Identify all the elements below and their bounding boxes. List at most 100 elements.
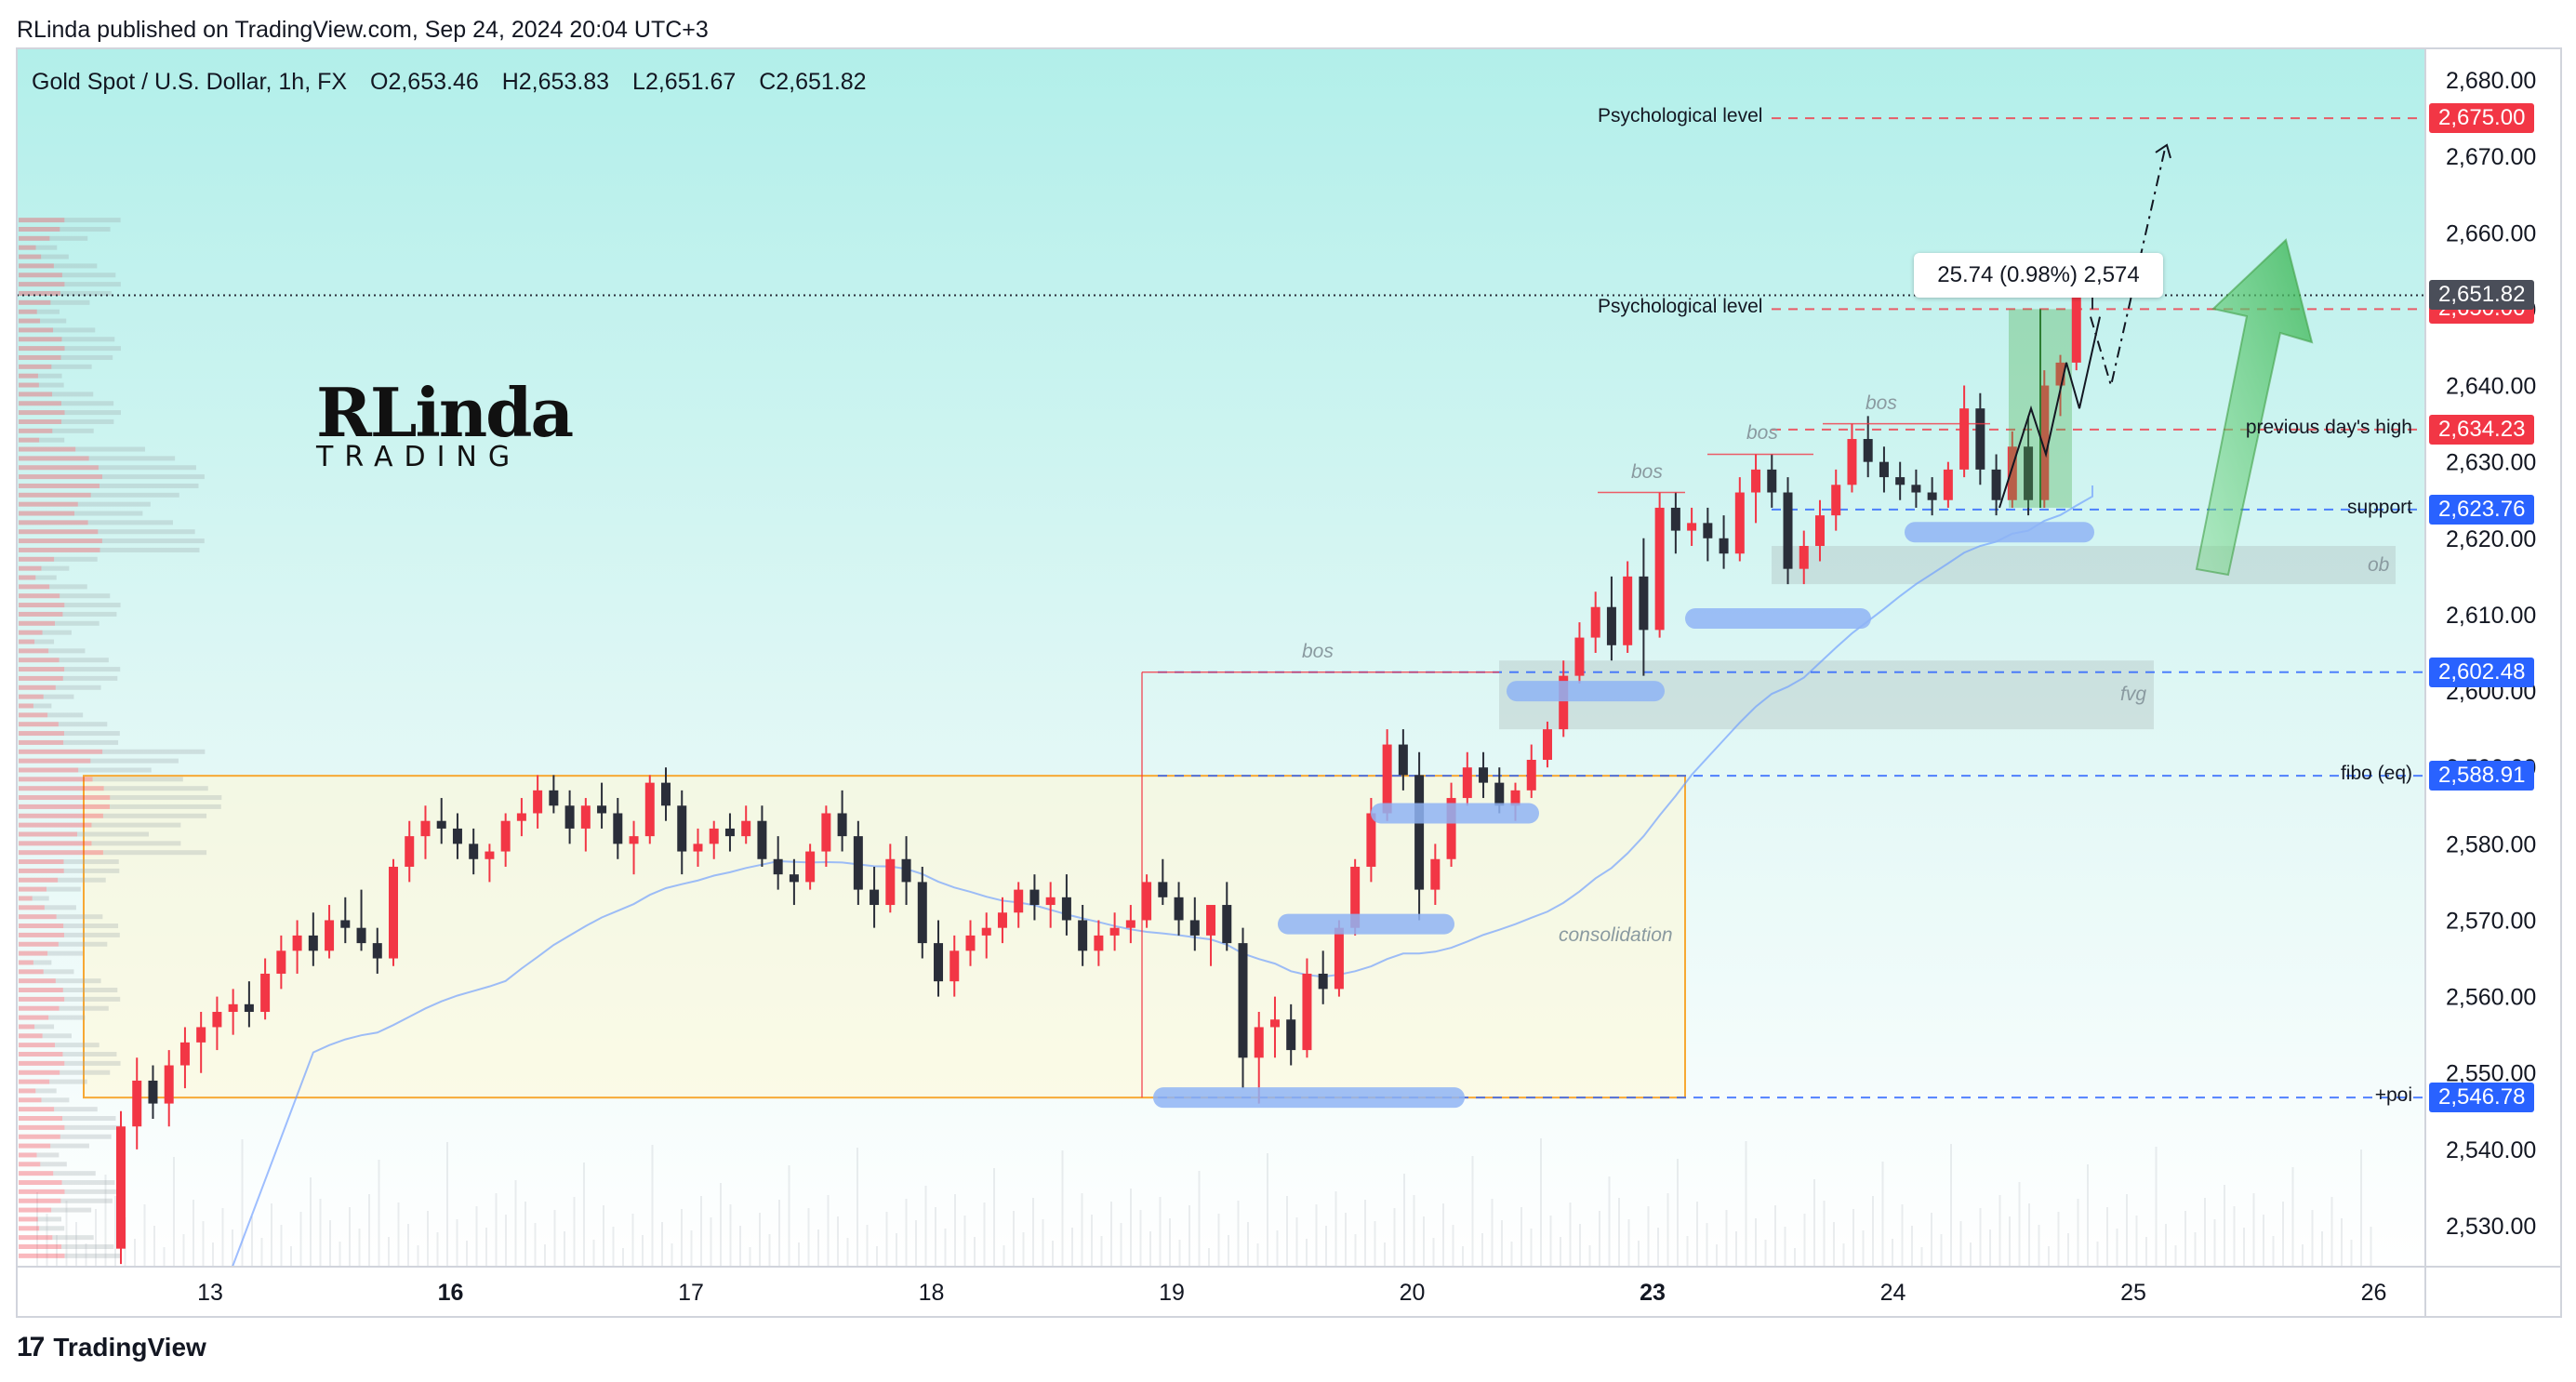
candle[interactable] [661,767,671,821]
candle[interactable] [1109,912,1120,951]
candle[interactable] [1446,782,1456,867]
candle[interactable] [1847,423,1857,493]
time-axis[interactable]: 13 16 17 18 19 20 23 24 25 26 [197,1280,2386,1306]
candle[interactable] [372,927,382,974]
candle[interactable] [597,782,607,829]
candle[interactable] [1639,538,1649,676]
candle[interactable] [693,828,703,867]
candle[interactable] [629,820,639,875]
candle[interactable] [981,912,991,959]
candle[interactable] [1286,1003,1296,1066]
candle[interactable] [1959,385,1970,478]
candle[interactable] [805,844,816,890]
candle[interactable] [870,866,880,928]
candle[interactable] [1606,576,1616,661]
tradingview-brand[interactable]: 17 TradingView [17,1332,206,1363]
candle[interactable] [1238,927,1248,1089]
candle[interactable] [356,889,366,951]
candle[interactable] [1831,469,1841,531]
candle[interactable] [1863,416,1873,478]
moving-average-line[interactable] [232,485,2093,1268]
candle[interactable] [1623,561,1633,653]
candle[interactable] [1158,858,1168,906]
candle[interactable] [308,912,318,966]
candle[interactable] [292,920,302,974]
candle[interactable] [452,813,462,859]
candle[interactable] [1879,446,1889,493]
candle[interactable] [1014,882,1024,928]
candle[interactable] [1479,751,1489,799]
candle[interactable] [1142,874,1152,928]
candle[interactable] [1719,515,1729,569]
candle[interactable] [1751,454,1761,524]
candle[interactable] [389,858,399,966]
candle[interactable] [1670,492,1680,554]
liquidity-zone-marker[interactable] [1905,522,2094,543]
candle[interactable] [1574,622,1585,684]
candle[interactable] [1734,477,1745,562]
candle[interactable] [1094,920,1104,966]
candle[interactable] [148,1065,158,1120]
candle[interactable] [1078,905,1088,966]
candle[interactable] [500,813,511,867]
candle[interactable] [549,775,559,814]
candle[interactable] [644,775,655,844]
candle[interactable] [212,996,222,1051]
price-axis[interactable]: 2,680.002,670.002,660.002,650.002,640.00… [2446,68,2536,1240]
candle[interactable] [2024,416,2034,516]
candle[interactable] [917,866,927,959]
candle[interactable] [1189,897,1200,951]
candle[interactable] [724,813,735,852]
candle[interactable] [276,935,286,990]
candle[interactable] [1045,882,1056,928]
candle[interactable] [1174,882,1184,936]
candle[interactable] [885,844,896,913]
candle[interactable] [228,989,238,1035]
candle[interactable] [1975,392,1985,485]
candle[interactable] [741,805,751,844]
candle[interactable] [613,798,623,859]
candle[interactable] [1526,744,1536,799]
candle[interactable] [1943,461,1953,508]
price-range-measure-label[interactable]: 25.74 (0.98%) 2,574 [1914,253,2163,298]
candle[interactable] [2039,370,2050,508]
candle[interactable] [1222,882,1232,951]
candle[interactable] [1061,874,1071,936]
candle[interactable] [1590,591,1600,653]
candle[interactable] [1462,751,1472,806]
bullish-arrow-icon[interactable] [2195,238,2314,577]
candle[interactable] [1814,499,1825,562]
candle[interactable] [1206,905,1216,966]
candle[interactable] [757,805,767,867]
candle[interactable] [436,798,446,844]
liquidity-zone-marker[interactable] [1278,913,1454,935]
candle[interactable] [1703,507,1713,562]
consolidation-zone[interactable] [83,775,1686,1099]
candle[interactable] [116,1110,126,1265]
candle[interactable] [821,805,831,867]
candle[interactable] [340,897,351,944]
candle[interactable] [1799,530,1809,585]
liquidity-zone-marker[interactable] [1153,1087,1465,1109]
candle[interactable] [709,820,719,859]
candle[interactable] [934,920,944,997]
candle[interactable] [420,805,431,859]
candle[interactable] [469,828,479,875]
candle[interactable] [1767,454,1777,508]
candle[interactable] [1927,477,1937,516]
candle[interactable] [1269,996,1280,1058]
liquidity-zone-marker[interactable] [1685,608,1871,630]
symbol-legend[interactable]: Gold Spot / U.S. Dollar, 1h, FX O2,653.4… [32,69,883,96]
candle[interactable] [1654,492,1665,638]
liquidity-zone-marker[interactable] [1371,803,1539,824]
candle[interactable] [564,790,575,844]
projected-zigzag-path[interactable] [1998,316,2101,509]
candle[interactable] [485,844,495,883]
candle[interactable] [1029,874,1040,921]
candle[interactable] [901,836,911,906]
candle[interactable] [837,790,847,852]
candle[interactable] [965,920,976,966]
liquidity-zone-marker[interactable] [1507,681,1665,702]
candle[interactable] [1430,844,1441,906]
